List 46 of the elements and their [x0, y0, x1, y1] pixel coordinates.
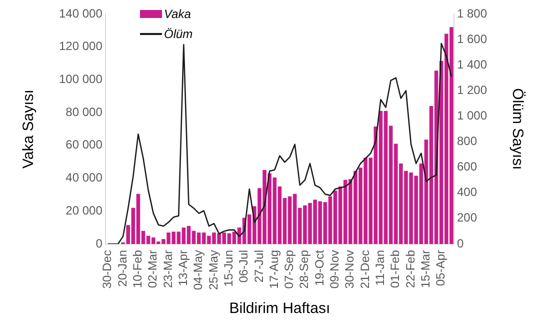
x-tick-label: 20-Jan	[115, 250, 130, 287]
x-tick-label: 01-Feb	[388, 250, 402, 288]
y2-tick-label: 400	[456, 185, 478, 200]
y-axis-title: Vaka Sayısı	[20, 90, 38, 168]
x-tick-label: 21-Dec	[358, 250, 372, 289]
x-tick-label: 05-Apr	[434, 250, 448, 286]
x-tick-label: 10-Feb	[130, 250, 145, 288]
x-tick-label: 30-Nov	[342, 250, 357, 289]
x-axis-title: Bildirim Haftası	[229, 300, 330, 318]
y-tick-label: 40 000	[66, 170, 103, 185]
x-tick-label: 02-Mar	[146, 250, 160, 288]
x-tick-label: 07-Sep	[282, 250, 296, 289]
y2-tick-label: 1 200	[456, 82, 488, 97]
x-tick-label: 17-Aug	[266, 250, 281, 289]
x-tick-label: 23-Mar	[160, 250, 175, 288]
x-tick-label: 15-Mar	[418, 250, 432, 288]
x-tick-label: 09-Nov	[328, 250, 342, 289]
x-tick-label: 19-Oct	[312, 249, 326, 286]
y-tick-label: 120 000	[58, 39, 103, 54]
x-tick-label: 13-Apr	[176, 250, 190, 286]
x-tick-label: 06-Jul	[236, 250, 251, 283]
x-tick-label: 30-Dec	[100, 250, 114, 289]
x-tick-label: 27-Jul	[252, 250, 266, 283]
y2-tick-label: 200	[456, 210, 478, 225]
legend-label: Ölüm	[164, 27, 193, 41]
x-tick-label: 04-May	[191, 250, 206, 290]
y2-tick-label: 1 800	[456, 6, 488, 20]
y-tick-label: 0	[96, 236, 103, 250]
x-tick-label: 11-Jan	[373, 250, 388, 286]
x-tick-label: 25-May	[206, 250, 220, 290]
y-tick-label: 20 000	[66, 203, 103, 218]
y2-tick-label: 1 400	[456, 57, 488, 72]
x-tick-label: 15-Jun	[221, 250, 236, 287]
x-tick-label: 28-Sep	[297, 250, 312, 289]
y-tick-label: 140 000	[58, 6, 103, 20]
y2-tick-label: 800	[456, 134, 478, 148]
y-tick-label: 60 000	[66, 138, 103, 152]
y2-tick-label: 0	[456, 236, 464, 250]
y2-tick-label: 1 000	[456, 108, 488, 123]
y2-axis-title: Ölüm Sayısı	[508, 88, 526, 170]
y2-tick-label: 1 600	[456, 32, 488, 46]
y2-tick-label: 600	[456, 160, 478, 174]
x-tick-label: 22-Feb	[403, 250, 418, 288]
y-tick-label: 100 000	[58, 72, 103, 86]
legend-label: Vaka	[164, 7, 191, 21]
y-tick-label: 80 000	[66, 104, 103, 119]
